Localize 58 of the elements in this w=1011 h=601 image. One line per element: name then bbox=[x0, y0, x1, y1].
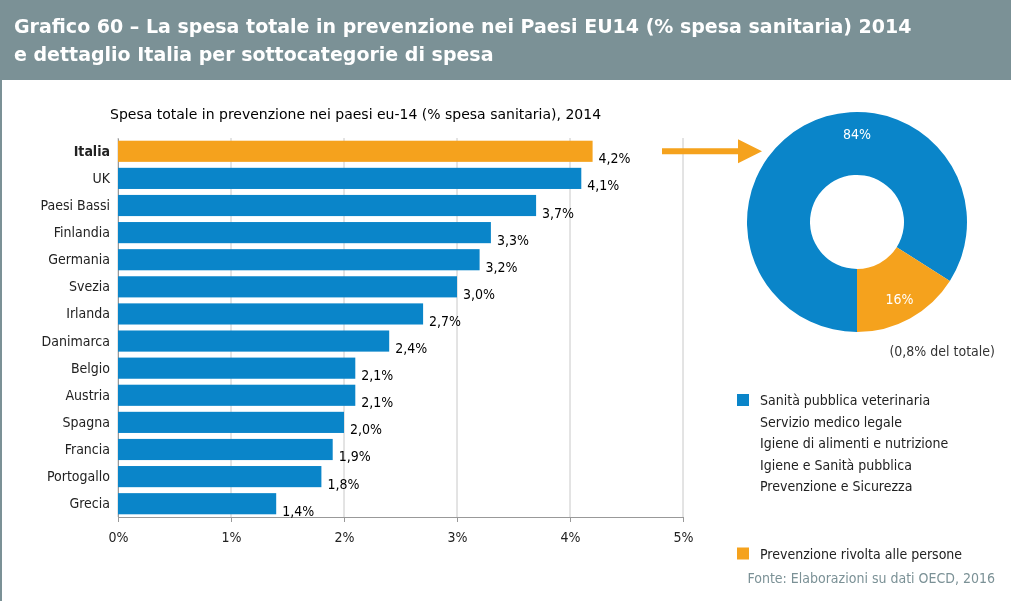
y-tick-label: Danimarca bbox=[41, 332, 110, 349]
data-label: 3,2% bbox=[485, 258, 518, 275]
text: (0,8% del totale) bbox=[889, 343, 995, 359]
bar bbox=[118, 330, 390, 352]
data-label: 2,0% bbox=[350, 421, 383, 438]
source-note: Fonte: Elaborazioni su dati OECD, 2016 bbox=[747, 570, 995, 586]
bar bbox=[118, 222, 491, 244]
chart-subtitle: Spesa totale in prevenzione nei paesi eu-14 (% spesa sanitaria), 2014 bbox=[110, 106, 602, 122]
data-label: 84% bbox=[843, 125, 872, 142]
data-label: 2,1% bbox=[361, 367, 394, 384]
data-label: 4,1% bbox=[587, 177, 620, 194]
chart-title: Grafico 60 – La spesa totale in prevenzione nei Paesi EU14 (% spesa sanitaria) 2014 e dettaglio Italia per sottocategorie di spesa bbox=[14, 15, 912, 65]
bar bbox=[118, 194, 537, 217]
bar bbox=[118, 411, 344, 433]
y-tick-label: Grecia bbox=[69, 495, 110, 512]
y-tick-label: Svezia bbox=[68, 278, 110, 295]
bar bbox=[118, 140, 593, 162]
x-tick-label: 4% bbox=[560, 528, 581, 545]
bar bbox=[118, 167, 582, 189]
x-tick-label: 3% bbox=[447, 528, 468, 545]
data-label: 2,7% bbox=[429, 312, 462, 329]
y-tick-label: Spagna bbox=[62, 413, 110, 430]
y-tick-label: Francia bbox=[64, 440, 110, 457]
data-label: 2,1% bbox=[361, 394, 394, 411]
data-label: 3,0% bbox=[463, 285, 496, 302]
bar bbox=[118, 303, 424, 325]
x-tick-label: 0% bbox=[108, 528, 129, 545]
bar bbox=[118, 438, 333, 461]
bar bbox=[118, 466, 322, 488]
y-tick-label: Portogallo bbox=[46, 468, 111, 485]
data-label: 1,9% bbox=[338, 448, 371, 465]
bar bbox=[118, 384, 356, 406]
data-label: 4,2% bbox=[598, 150, 631, 167]
y-tick-label: Belgio bbox=[70, 359, 111, 376]
bar bbox=[118, 276, 457, 298]
y-tick-label: Austria bbox=[65, 386, 110, 403]
x-tick-label: 5% bbox=[673, 528, 694, 545]
x-tick-label: 2% bbox=[334, 528, 355, 545]
bar bbox=[118, 249, 480, 271]
data-label: 1,8% bbox=[327, 475, 360, 492]
data-label: 2,4% bbox=[395, 340, 428, 357]
y-tick-label: Finlandia bbox=[53, 224, 110, 241]
bar bbox=[118, 493, 277, 515]
legend-label: Prevenzione rivolta alle persone bbox=[760, 545, 963, 562]
y-tick-label: Paesi Bassi bbox=[40, 196, 110, 213]
donut-slice bbox=[747, 112, 967, 332]
x-tick-label: 1% bbox=[221, 528, 242, 545]
data-label: 1,4% bbox=[282, 502, 315, 519]
data-label: 3,3% bbox=[496, 231, 529, 248]
legend-label: Sanità pubblica veterinaria Servizio medico legale Igiene di alimenti e nutrizione Igiene e Sanità pubblica Prevenzione e Sicurezza bbox=[760, 392, 949, 494]
donut-slice bbox=[857, 247, 950, 332]
bar bbox=[118, 357, 356, 379]
y-tick-label: Italia bbox=[73, 142, 110, 159]
y-tick-label: Irlanda bbox=[66, 305, 110, 322]
data-label: 3,7% bbox=[542, 204, 575, 221]
y-tick-label: UK bbox=[92, 169, 111, 186]
y-tick-label: Germania bbox=[48, 251, 110, 268]
data-label: 16% bbox=[885, 291, 914, 308]
